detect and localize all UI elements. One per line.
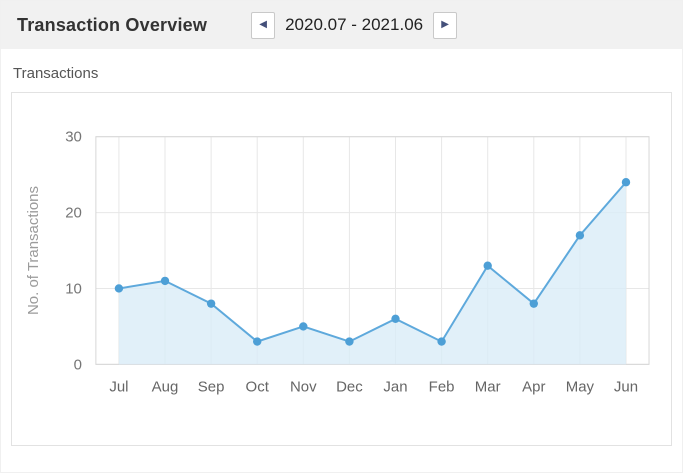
x-tick-label: Sep <box>198 378 225 395</box>
series-area <box>118 182 626 365</box>
data-point <box>529 299 538 308</box>
x-tick-label: Jan <box>383 378 407 395</box>
chevron-left-icon: ◀ <box>259 19 267 30</box>
x-tick-label: Oct <box>246 378 270 395</box>
date-range-label: 2020.07 - 2021.06 <box>285 15 424 34</box>
x-tick-label: Dec <box>336 378 363 395</box>
y-tick-label: 0 <box>74 356 82 373</box>
data-point <box>483 261 492 270</box>
data-point <box>160 276 170 286</box>
date-range-navigator: ◀ 2020.07 - 2021.06 ▶ <box>251 11 458 39</box>
x-tick-label: Jun <box>614 378 638 395</box>
data-point <box>345 337 354 346</box>
data-point <box>206 299 216 308</box>
transactions-area-chart: 0 10 20 30 Jul Aug Sep Oct Nov Dec Jan Feb Mar Apr May… <box>25 129 650 395</box>
data-point <box>621 178 631 187</box>
data-point <box>391 314 400 324</box>
chevron-right-icon: ▶ <box>441 19 449 30</box>
header-bar: Transaction Overview ◀ 2020.07 - 2021.06… <box>1 1 682 49</box>
data-point <box>575 231 585 240</box>
x-tick-label: Apr <box>522 378 545 395</box>
y-tick-label: 10 <box>65 280 82 297</box>
y-axis-title: No. of Transactions <box>25 186 42 315</box>
x-tick-label: Aug <box>152 378 179 395</box>
next-month-button[interactable]: ▶ <box>433 11 458 39</box>
prev-month-button[interactable]: ◀ <box>251 11 276 39</box>
x-tick-label: Feb <box>429 378 455 395</box>
data-point <box>299 322 308 331</box>
x-tick-label: May <box>566 378 595 395</box>
transactions-chart-panel: 0 10 20 30 Jul Aug Sep Oct Nov Dec Jan Feb Mar Apr May… <box>11 92 672 446</box>
series-line <box>118 181 627 343</box>
data-point <box>114 284 124 293</box>
y-tick-label: 30 <box>65 129 82 146</box>
x-tick-label: Jul <box>109 378 128 395</box>
section-label-transactions: Transactions <box>13 65 99 82</box>
data-point <box>437 337 446 346</box>
y-tick-label: 20 <box>65 205 82 222</box>
data-point <box>253 337 262 346</box>
x-tick-label: Nov <box>290 378 317 395</box>
x-tick-label: Mar <box>475 378 501 395</box>
page-title: Transaction Overview <box>17 14 208 35</box>
